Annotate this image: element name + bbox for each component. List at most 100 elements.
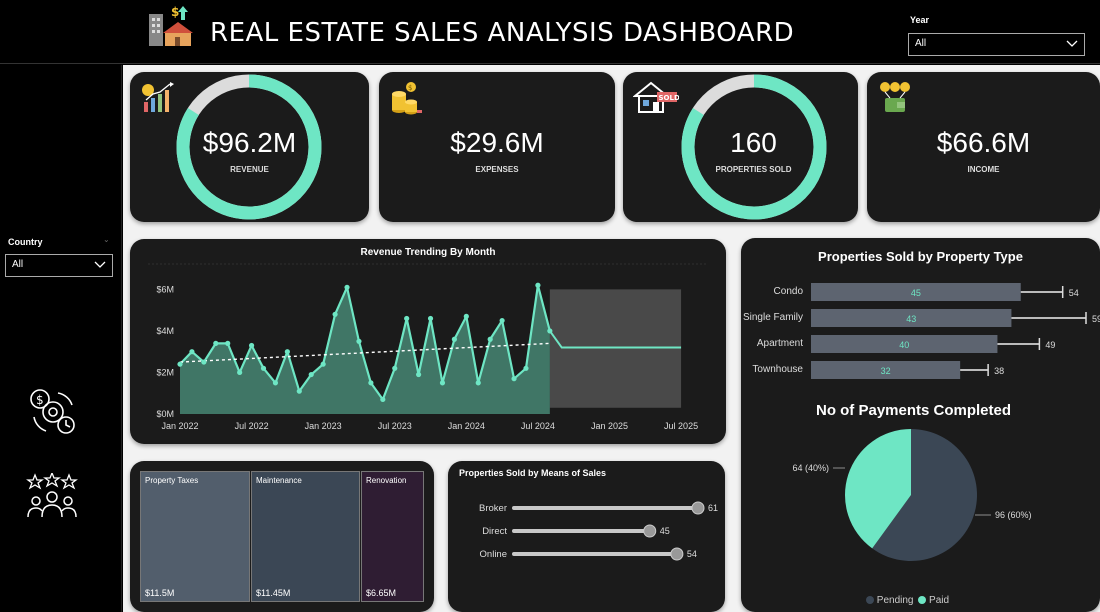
forecast-band (549, 289, 682, 408)
data-point[interactable] (499, 317, 505, 324)
year-filter-value: All (915, 38, 927, 49)
treemap-property-taxes-label: Property Taxes (145, 476, 199, 485)
revenue-ring-gauge (176, 74, 322, 220)
data-point[interactable] (213, 340, 219, 346)
data-point[interactable] (523, 365, 529, 371)
property-type-bar[interactable] (811, 361, 961, 379)
payments-pie-chart[interactable]: 64 (40%) 96 (60%) (741, 418, 1100, 568)
properties-sold-label: PROPERTIES SOLD (715, 165, 792, 174)
data-point[interactable] (296, 388, 302, 394)
payments-legend: Pending Paid (866, 595, 949, 606)
property-type-target-label: 38 (994, 366, 1004, 376)
revenue-area (180, 285, 550, 414)
data-point[interactable] (284, 349, 290, 355)
customer-rating-icon[interactable] (26, 473, 78, 521)
property-type-bar[interactable] (811, 309, 1012, 327)
payments-title: No of Payments Completed (815, 402, 1012, 419)
means-bar-marker[interactable] (670, 547, 684, 561)
kpi-card-revenue[interactable]: $96.2M REVENUE (130, 72, 369, 222)
data-point[interactable] (237, 369, 243, 376)
data-point[interactable] (404, 315, 410, 322)
data-point[interactable] (475, 380, 481, 386)
means-category-label: Direct (482, 526, 507, 537)
clear-filter-icon[interactable]: ⌄ (103, 235, 110, 244)
data-point[interactable] (260, 365, 267, 371)
treemap-maintenance-label: Maintenance (256, 476, 302, 485)
data-point[interactable] (225, 340, 231, 346)
data-point[interactable] (511, 376, 517, 382)
country-filter-dropdown[interactable]: All (5, 254, 113, 277)
header-bar: $ REAL ESTATE SALES ANALYSIS DASHBOARD Y… (0, 0, 1100, 64)
data-point[interactable] (368, 380, 374, 386)
property-type-category-label: Townhouse (752, 364, 803, 375)
property-type-target-label: 59 (1092, 314, 1100, 324)
x-tick-label: Jan 2022 (161, 421, 198, 431)
year-filter-dropdown[interactable]: All (908, 33, 1085, 56)
expenses-coins-icon: $ (392, 82, 422, 115)
property-type-value-label: 43 (906, 314, 916, 324)
property-type-target-label: 49 (1045, 340, 1055, 350)
property-type-chart[interactable]: Condo 45 54 Single Family 43 59 Apartment 40 49 T… (741, 238, 1100, 388)
property-type-value-label: 40 (899, 340, 909, 350)
treemap-maintenance[interactable]: Maintenance $11.45M (251, 471, 360, 602)
property-type-card[interactable]: Properties Sold by Property Type Condo 45… (741, 238, 1100, 612)
pie-slice-pending[interactable] (845, 429, 911, 549)
kpi-card-properties-sold[interactable]: SOLD 160 PROPERTIES SOLD (623, 72, 858, 222)
y-tick-label: $6M (156, 284, 174, 294)
revenue-trend-chart[interactable]: $0M $2M $4M $6M Jan 2022 Jul 2022 Jan 2023 Jul … (130, 239, 726, 444)
data-point[interactable] (189, 349, 195, 355)
data-point[interactable] (463, 313, 469, 319)
paid-data-label: 96 (60%) (995, 510, 1032, 520)
data-point[interactable] (320, 361, 326, 367)
pie-slice-paid[interactable] (872, 429, 977, 561)
property-type-bar[interactable] (811, 283, 1021, 301)
means-category-label: Broker (479, 503, 507, 514)
page-title: REAL ESTATE SALES ANALYSIS DASHBOARD (210, 18, 795, 48)
data-point[interactable] (248, 342, 255, 349)
means-value-label: 54 (687, 549, 697, 559)
svg-text:SOLD: SOLD (659, 94, 680, 102)
data-point[interactable] (451, 336, 457, 342)
chevron-down-icon (1066, 37, 1078, 52)
data-point[interactable] (356, 338, 362, 344)
data-point[interactable] (416, 371, 422, 378)
data-point[interactable] (272, 380, 279, 386)
treemap-renovation-value: $6.65M (366, 588, 397, 598)
treemap-renovation[interactable]: Renovation $6.65M (361, 471, 424, 602)
data-point[interactable] (201, 359, 207, 365)
financial-cycle-icon[interactable]: $ (28, 387, 78, 437)
means-of-sales-chart[interactable]: Broker 61 Direct 45 Online 54 (448, 461, 725, 612)
data-point[interactable] (308, 371, 314, 378)
data-point[interactable] (392, 365, 398, 371)
data-point[interactable] (177, 361, 183, 367)
means-bar-marker[interactable] (643, 524, 657, 538)
data-point[interactable] (547, 328, 553, 334)
data-point[interactable] (332, 311, 338, 317)
sidebar: Country ⌄ All $ (0, 65, 122, 612)
data-point[interactable] (535, 282, 541, 288)
data-point[interactable] (380, 396, 386, 403)
property-type-value-label: 45 (911, 288, 921, 298)
x-tick-label: Jul 2023 (378, 421, 412, 431)
kpi-card-income[interactable]: $66.6M INCOME (867, 72, 1100, 222)
x-tick-label: Jan 2025 (591, 421, 628, 431)
means-value-label: 45 (660, 526, 670, 536)
treemap-property-taxes[interactable]: Property Taxes $11.5M (140, 471, 250, 602)
costs-treemap-card[interactable]: Property Taxes $11.5M Maintenance $11.45… (130, 461, 434, 612)
svg-text:$: $ (408, 84, 412, 92)
properties-sold-value: 160 (730, 127, 777, 158)
data-point[interactable] (439, 380, 446, 386)
property-type-target-label: 54 (1069, 288, 1079, 298)
kpi-card-expenses[interactable]: $ $29.6M EXPENSES (379, 72, 615, 222)
data-point[interactable] (344, 284, 350, 290)
svg-text:$: $ (171, 5, 179, 19)
data-point[interactable] (487, 336, 493, 342)
property-type-bar[interactable] (811, 335, 998, 353)
means-of-sales-card[interactable]: Properties Sold by Means of Sales Broker… (448, 461, 725, 612)
trend-line (179, 342, 550, 363)
legend-pending-label: Pending (876, 595, 914, 606)
means-bar-marker[interactable] (691, 501, 705, 515)
revenue-trend-card[interactable]: Revenue Trending By Month $0M $2M $4M $6M Ja… (130, 239, 726, 444)
report-canvas: ⋯ $96.2M REVENUE (123, 65, 1100, 612)
data-point[interactable] (427, 315, 434, 322)
